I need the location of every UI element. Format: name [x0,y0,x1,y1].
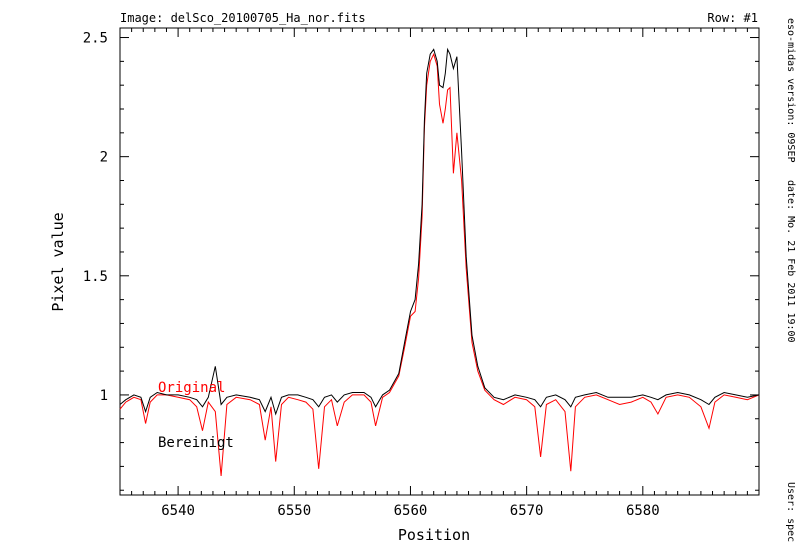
x-tick-label: 6540 [161,503,195,519]
series-line-original [119,52,760,476]
legend-bereinigt: Bereinigt [158,435,234,451]
y-tick-label: 2 [100,150,108,166]
midas-version-label: eso-midas version: 09SEP [785,18,796,163]
x-tick-label: 6580 [626,503,660,519]
series-line-bereinigt [119,47,760,416]
x-tick-label: 6550 [277,503,311,519]
y-axis-label: Pixel value [49,212,67,311]
y-tick-label: 1 [100,388,108,404]
image-label: Image: delSco_20100705_Ha_nor.fits [120,11,366,25]
y-tick-label: 1.5 [83,269,108,285]
row-label: Row: #1 [707,11,758,25]
legend-original: Original [158,380,225,396]
y-tick-label: 2.5 [83,31,108,47]
x-tick-label: 6570 [510,503,544,519]
date-label: date: Mo. 21 Feb 2011 19:00 [785,180,796,343]
axis-tick-labels: 6540 6550 6560 6570 6580 1 1.5 2 2.5 [83,31,660,519]
axis-ticks [119,28,760,495]
x-axis-label: Position [398,526,470,544]
plot-frame [119,27,760,496]
x-tick-label: 6560 [394,503,428,519]
user-label: User: spec [785,482,796,542]
